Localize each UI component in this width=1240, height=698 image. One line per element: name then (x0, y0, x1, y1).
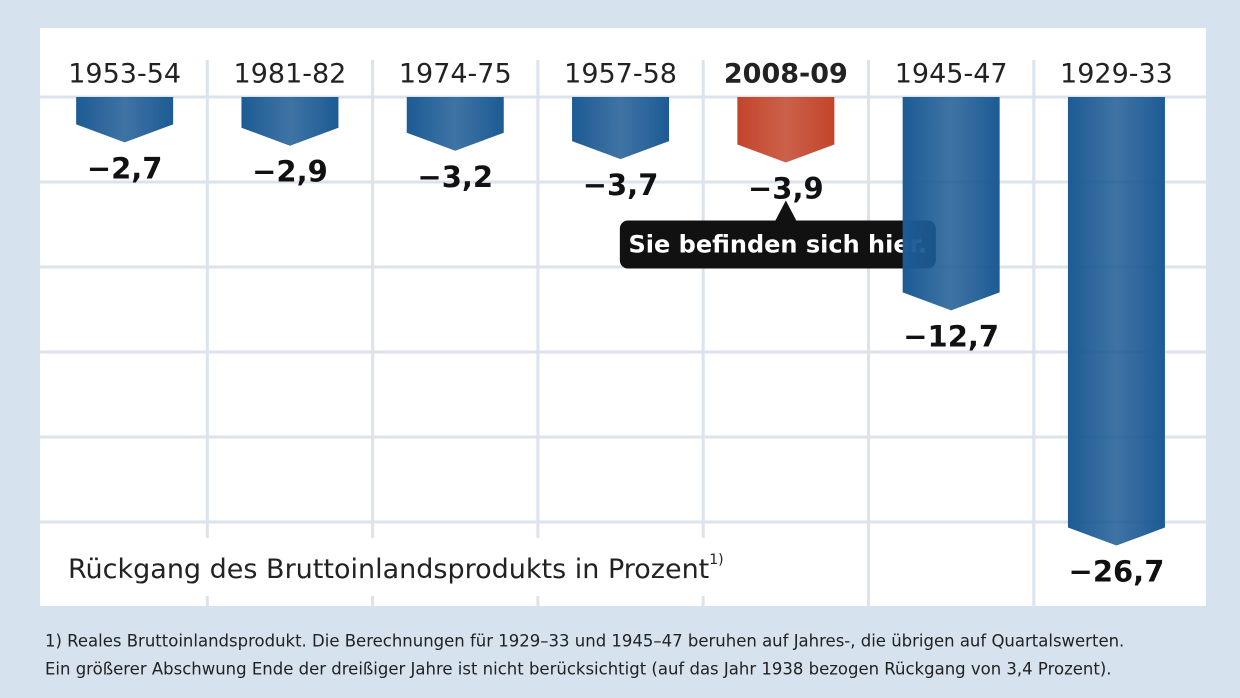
bar (76, 97, 174, 143)
annotation: Sie befinden sich hier. (629, 231, 928, 259)
bar (902, 97, 1000, 311)
axis-label: Rückgang des Bruttoinlandsprodukts in Pr… (68, 552, 724, 585)
x-tick-label: 1929-33 (1060, 59, 1173, 90)
bar (406, 97, 504, 151)
callout-pointer (773, 200, 798, 224)
label-bg (55, 538, 795, 596)
x-tick-label: 1974-75 (399, 59, 512, 90)
grid (40, 60, 1206, 606)
value-label: −12,7 (903, 319, 999, 353)
x-tick-label: 1981-82 (234, 59, 347, 90)
value-label: −26,7 (1069, 555, 1165, 589)
footnote: 1) Reales Bruttoinlandsprodukt. Die Bere… (45, 632, 1124, 651)
bar (241, 97, 339, 146)
bar (1067, 97, 1165, 546)
callout-box (619, 220, 936, 269)
x-tick-label: 1945-47 (895, 59, 1008, 90)
value-label: −3,7 (583, 168, 659, 202)
bar (572, 97, 670, 160)
x-tick-label: 1957-58 (564, 59, 677, 90)
bar (737, 97, 835, 163)
value-label: −3,2 (417, 160, 493, 194)
value-label: −3,9 (748, 172, 824, 206)
value-label: −2,9 (252, 155, 328, 189)
value-label: −2,7 (87, 151, 163, 185)
axis-label-text: Rückgang des Bruttoinlandsprodukts in Pr… (68, 554, 709, 585)
footnote: Ein größerer Abschwung Ende der dreißige… (45, 660, 1112, 679)
axis-label-note: 1) (709, 552, 723, 568)
x-tick-label: 1953-54 (68, 59, 181, 90)
x-tick-label: 2008-09 (724, 59, 848, 90)
